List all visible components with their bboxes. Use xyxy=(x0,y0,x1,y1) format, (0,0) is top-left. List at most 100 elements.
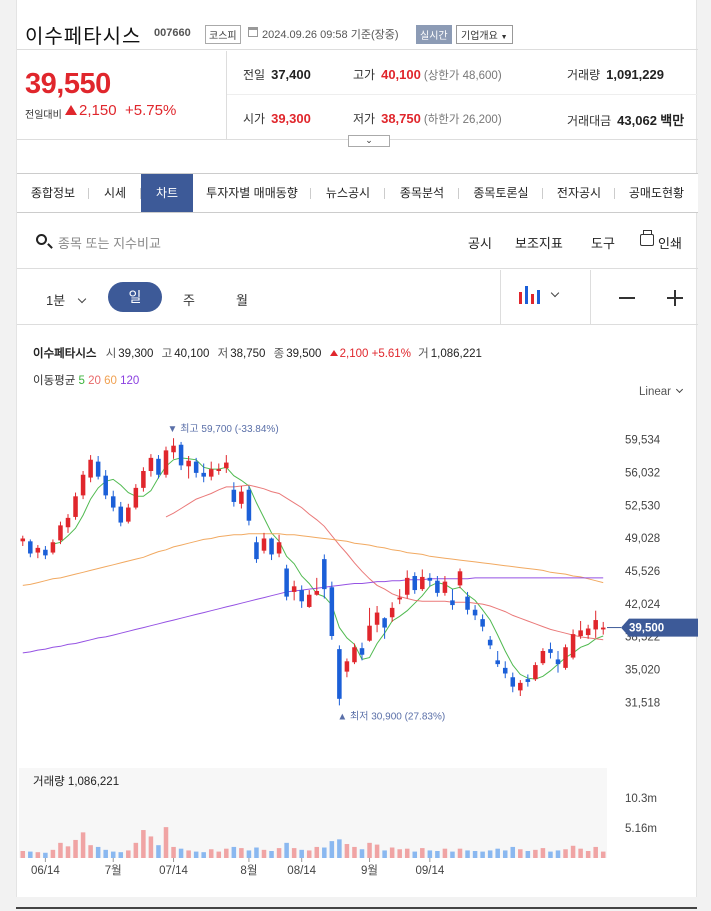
current-price-tag xyxy=(621,618,698,637)
tab-investor-trading[interactable]: 투자자별 매매동향 xyxy=(193,174,311,212)
candle-body xyxy=(28,541,33,554)
volume-bar xyxy=(600,851,606,858)
moving-average-line-20 xyxy=(165,484,604,641)
tab-discussion[interactable]: 종목토론실 xyxy=(459,174,543,212)
volume-bar xyxy=(457,848,463,858)
volume-bar xyxy=(465,850,470,858)
disclosure-button[interactable]: 공시 xyxy=(468,236,492,251)
candle-body xyxy=(224,462,229,469)
candle-body xyxy=(593,620,598,630)
tab-short-selling[interactable]: 공매도현황 xyxy=(628,186,685,200)
candle-body xyxy=(382,618,387,628)
candle-body xyxy=(600,627,606,630)
period-month-button[interactable]: 월 xyxy=(236,293,248,308)
chevron-down-icon xyxy=(77,294,87,304)
candle-body xyxy=(254,542,259,560)
candle-body xyxy=(178,444,184,466)
y-tick-label: 56,032 xyxy=(625,468,660,480)
tab-overview[interactable]: 종합정보 xyxy=(17,174,89,212)
volume-bar xyxy=(374,844,380,858)
volume-bar xyxy=(389,847,395,858)
page-bottom-rule xyxy=(16,907,697,909)
tab-analysis[interactable]: 종목분석 xyxy=(385,174,459,212)
volume-bar xyxy=(193,851,199,858)
chart-type-dropdown-icon[interactable] xyxy=(550,288,560,298)
chart-toolbar: 종목 또는 지수비교 공시 보조지표 도구 인쇄 xyxy=(17,214,698,269)
scale-dropdown[interactable]: Linear xyxy=(639,385,684,398)
timestamp: 2024.09.26 09:58 기준(장중) xyxy=(262,29,399,41)
candle-body xyxy=(427,577,433,581)
ma-legend-5[interactable]: 5 xyxy=(78,375,85,387)
candle-body xyxy=(216,469,222,471)
y-tick-label: 49,028 xyxy=(625,533,660,545)
minute-dropdown[interactable]: 1분 xyxy=(46,290,87,309)
candle-chart-icon[interactable] xyxy=(517,285,543,307)
candle-body xyxy=(344,661,350,672)
candle-body xyxy=(58,525,63,541)
tab-news[interactable]: 뉴스공시 xyxy=(311,174,385,212)
price-box: 39,550 전일대비 2,150 +5.75% xyxy=(17,51,227,140)
volume: 거래량 1,091,229 xyxy=(567,67,664,82)
volume-bar xyxy=(246,850,252,858)
print-button[interactable]: 인쇄 xyxy=(658,236,682,251)
volume-bar xyxy=(578,848,583,858)
x-tick-label: 8월 xyxy=(240,864,257,877)
candle-body xyxy=(510,677,516,687)
period-week-button[interactable]: 주 xyxy=(183,293,195,308)
expand-toggle[interactable]: ⌄ xyxy=(348,135,390,147)
change-value: 2,150 xyxy=(65,102,117,119)
tab-disclosure[interactable]: 전자공시 xyxy=(543,174,615,212)
printer-icon[interactable] xyxy=(640,230,654,246)
volume-bar xyxy=(322,847,327,858)
candle-body xyxy=(261,538,267,551)
ma-legend-20[interactable]: 20 xyxy=(84,375,101,387)
volume-bar xyxy=(163,827,169,858)
candle-body xyxy=(412,576,418,591)
candle-body xyxy=(163,450,169,475)
candle-body xyxy=(284,568,289,597)
volume-bar xyxy=(171,846,176,858)
chart-area: 이수페타시스 시 39,300 고 40,100 저 38,750 종 39,500 2… xyxy=(17,326,698,897)
candle-body xyxy=(404,577,410,595)
current-price-label: 39,500 xyxy=(629,623,664,635)
ma-legend-60[interactable]: 60 xyxy=(100,375,117,387)
volume-bar xyxy=(224,848,229,858)
volume-bar xyxy=(397,849,402,858)
zoom-out-icon[interactable] xyxy=(619,297,635,299)
candle-body xyxy=(118,506,124,523)
volume-bar xyxy=(420,848,425,858)
volume-bar xyxy=(404,848,410,858)
candle-body xyxy=(88,459,93,478)
candle-body xyxy=(570,634,576,658)
tab-quotes[interactable]: 시세 xyxy=(89,174,141,212)
calendar-icon xyxy=(248,27,258,37)
volume-bar xyxy=(141,830,146,858)
compare-search-input[interactable]: 종목 또는 지수비교 xyxy=(58,236,161,251)
candle-body xyxy=(50,542,56,553)
volume-bar xyxy=(427,850,433,858)
volume-bar xyxy=(518,849,523,858)
y-tick-label: 45,526 xyxy=(625,566,660,578)
candlestick-chart[interactable]: 59,53456,03252,53049,02845,52642,02438,5… xyxy=(17,326,698,897)
candle-body xyxy=(540,651,546,664)
tools-button[interactable]: 도구 xyxy=(591,236,615,251)
zoom-in-icon[interactable] xyxy=(667,291,683,304)
x-tick-label: 09/14 xyxy=(415,865,444,877)
candle-body xyxy=(525,679,531,682)
moving-average-line-60 xyxy=(22,533,604,586)
volume-bar xyxy=(450,851,455,858)
volume-bar xyxy=(43,852,48,858)
volume-bar xyxy=(231,846,237,858)
tab-chart[interactable]: 차트 xyxy=(141,174,193,212)
candle-body xyxy=(374,612,380,625)
moving-average-line-120 xyxy=(22,577,604,654)
period-day-button[interactable]: 일 xyxy=(108,282,162,312)
up-triangle-icon xyxy=(329,350,338,356)
volume-bar xyxy=(480,851,485,858)
company-overview-button[interactable]: 기업개요 ▼ xyxy=(456,25,513,44)
indicators-button[interactable]: 보조지표 xyxy=(515,236,563,251)
live-badge: 실시간 xyxy=(416,25,452,44)
ma-legend-120[interactable]: 120 xyxy=(116,375,140,387)
candle-body xyxy=(43,549,48,556)
candle-body xyxy=(95,461,101,477)
